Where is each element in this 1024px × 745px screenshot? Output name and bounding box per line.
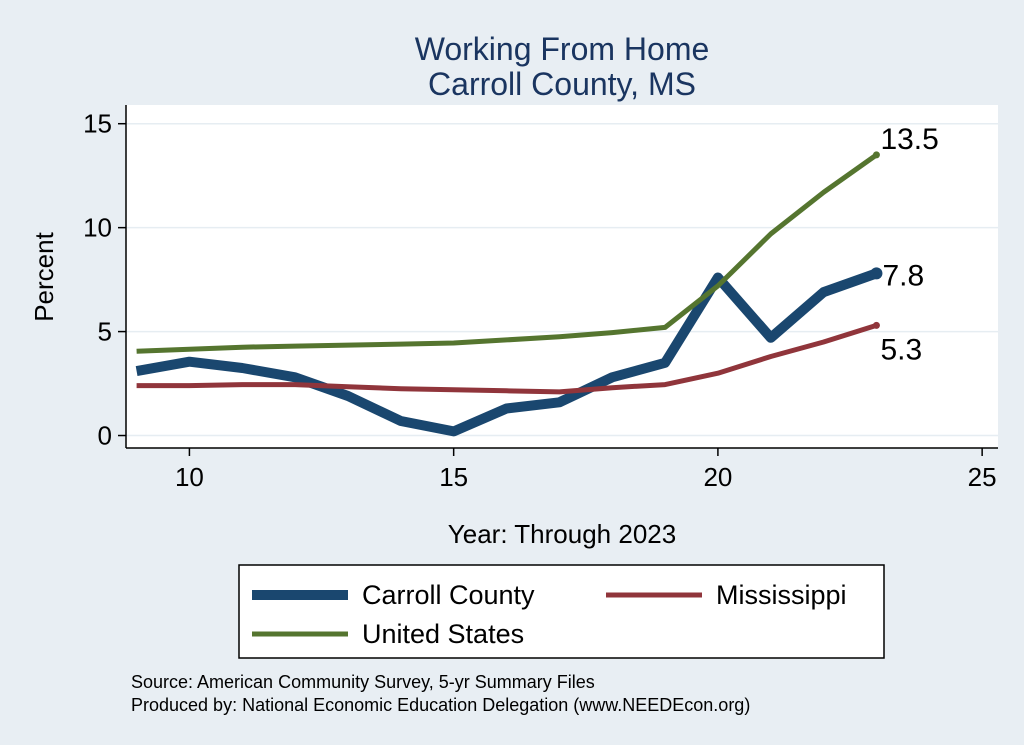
y-tick-label-2: 10 [83, 213, 112, 243]
legend: Carroll County Mississippi United States [238, 564, 885, 659]
chart-title-line2: Carroll County, MS [428, 66, 696, 102]
source-line-2: Produced by: National Economic Education… [131, 695, 750, 715]
series-line-united-states [136, 152, 878, 354]
legend-label-united-states: United States [362, 619, 524, 649]
x-tick-label-3: 25 [968, 462, 997, 492]
y-tick-label-3: 15 [83, 109, 112, 139]
x-axis-title: Year: Through 2023 [448, 519, 676, 549]
axes: 0 5 10 15 10 15 20 25 [83, 105, 998, 492]
end-point-mississippi [872, 321, 880, 329]
legend-box [238, 564, 885, 659]
end-label-mississippi: 5.3 [880, 333, 922, 366]
source-line-1: Source: American Community Survey, 5-yr … [131, 672, 595, 692]
end-labels: 7.8 5.3 13.5 [880, 123, 938, 366]
series-line-carroll-county [135, 268, 879, 437]
end-label-united-states: 13.5 [880, 123, 938, 156]
y-tick-label-1: 5 [98, 317, 112, 347]
end-point-united-states [872, 151, 880, 159]
legend-label-mississippi: Mississippi [716, 580, 847, 610]
end-point-carroll-county [870, 267, 883, 280]
y-tick-label-0: 0 [98, 421, 112, 451]
series-lines [135, 151, 883, 437]
end-label-carroll-county: 7.8 [882, 259, 924, 292]
y-axis-title: Percent [29, 231, 59, 321]
legend-label-carroll-county: Carroll County [362, 580, 535, 610]
x-tick-label-2: 20 [703, 462, 732, 492]
x-tick-label-0: 10 [175, 462, 204, 492]
gridlines [126, 122, 998, 437]
x-tick-label-1: 15 [439, 462, 468, 492]
series-line-mississippi [136, 323, 878, 395]
chart-title-line1: Working From Home [415, 31, 710, 67]
